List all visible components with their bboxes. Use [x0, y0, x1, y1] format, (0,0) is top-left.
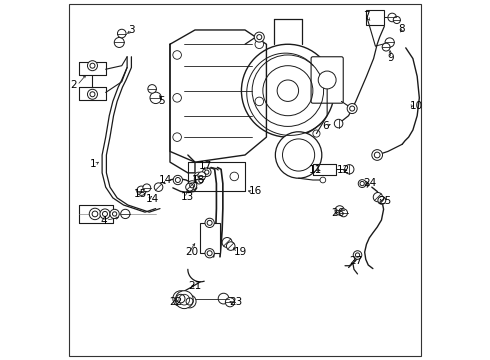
Circle shape: [218, 293, 229, 304]
Circle shape: [358, 180, 366, 188]
Circle shape: [88, 89, 98, 99]
Circle shape: [88, 61, 98, 71]
Circle shape: [198, 172, 206, 180]
Circle shape: [230, 172, 239, 181]
Circle shape: [353, 251, 362, 259]
Circle shape: [347, 104, 357, 113]
Circle shape: [334, 119, 343, 128]
Circle shape: [255, 97, 264, 106]
Text: 6: 6: [322, 121, 328, 131]
Circle shape: [388, 13, 396, 22]
Circle shape: [378, 197, 386, 204]
Circle shape: [340, 209, 347, 217]
Circle shape: [242, 44, 334, 137]
Circle shape: [225, 297, 235, 307]
Circle shape: [143, 184, 151, 192]
Text: 15: 15: [134, 189, 147, 199]
Circle shape: [194, 172, 203, 181]
Text: 12: 12: [337, 165, 350, 175]
Text: 16: 16: [249, 186, 263, 197]
Text: 14: 14: [159, 175, 172, 185]
Text: 27: 27: [349, 256, 363, 266]
Circle shape: [183, 295, 196, 308]
Circle shape: [114, 37, 124, 48]
Circle shape: [173, 133, 181, 141]
Text: 25: 25: [378, 197, 391, 206]
Text: 10: 10: [409, 101, 422, 111]
Circle shape: [89, 208, 100, 220]
Circle shape: [385, 38, 394, 47]
Circle shape: [110, 209, 119, 219]
Circle shape: [393, 17, 400, 23]
FancyBboxPatch shape: [311, 57, 343, 103]
Text: 17: 17: [199, 161, 213, 171]
Circle shape: [137, 186, 146, 195]
Circle shape: [154, 183, 163, 192]
Text: 3: 3: [128, 25, 134, 35]
Circle shape: [254, 32, 264, 42]
Circle shape: [150, 92, 161, 104]
Bar: [200, 223, 220, 253]
Text: 11: 11: [309, 165, 322, 175]
Circle shape: [335, 206, 344, 215]
Text: 26: 26: [331, 208, 344, 218]
Text: 20: 20: [185, 247, 198, 257]
Circle shape: [226, 242, 235, 250]
Polygon shape: [170, 30, 267, 162]
Bar: [367, 10, 384, 24]
Text: 23: 23: [229, 297, 242, 307]
Text: 1: 1: [90, 159, 96, 169]
Circle shape: [173, 94, 181, 102]
Circle shape: [194, 175, 203, 184]
Circle shape: [318, 71, 336, 89]
Circle shape: [222, 238, 232, 248]
Text: 14: 14: [146, 194, 159, 203]
Circle shape: [255, 40, 264, 49]
Circle shape: [344, 165, 354, 174]
Text: 7: 7: [364, 12, 370, 21]
Text: 22: 22: [169, 297, 182, 307]
Circle shape: [320, 177, 326, 183]
Circle shape: [173, 291, 189, 306]
Circle shape: [148, 85, 156, 93]
Circle shape: [205, 218, 214, 228]
Text: 24: 24: [364, 178, 377, 188]
Circle shape: [186, 183, 194, 191]
Circle shape: [118, 29, 126, 38]
Text: 2: 2: [71, 80, 77, 90]
Text: 13: 13: [181, 192, 194, 202]
Circle shape: [100, 209, 110, 219]
Text: 8: 8: [398, 24, 405, 34]
Circle shape: [188, 181, 197, 190]
Text: 4: 4: [100, 216, 107, 226]
Text: 21: 21: [189, 282, 202, 292]
Text: 5: 5: [159, 96, 165, 106]
Circle shape: [173, 175, 182, 185]
Circle shape: [205, 249, 214, 258]
Text: 18: 18: [192, 175, 205, 185]
Circle shape: [373, 193, 383, 202]
Circle shape: [175, 291, 193, 309]
Circle shape: [372, 150, 383, 160]
Circle shape: [173, 51, 181, 59]
Text: 9: 9: [387, 53, 394, 63]
Circle shape: [202, 168, 211, 176]
Text: 19: 19: [234, 247, 247, 257]
Circle shape: [275, 132, 322, 178]
Circle shape: [382, 43, 390, 51]
Circle shape: [121, 209, 130, 219]
